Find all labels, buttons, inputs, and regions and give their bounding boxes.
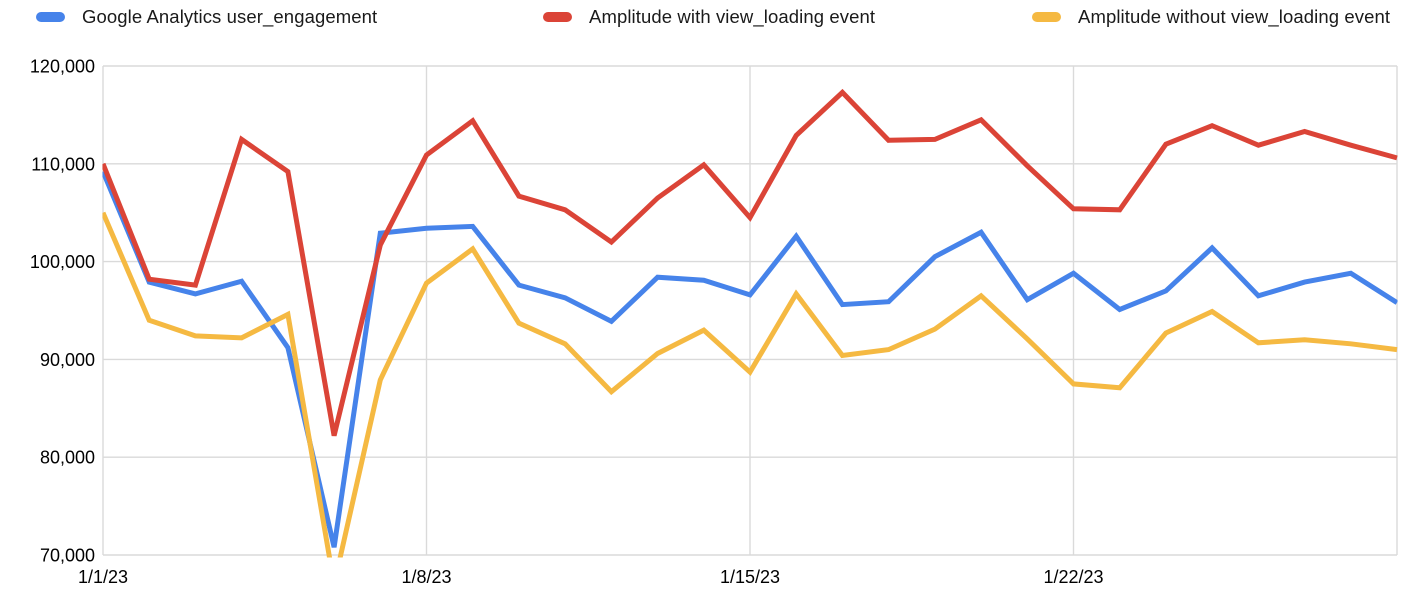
y-tick-label: 100,000 bbox=[30, 252, 95, 272]
legend-swatch-icon bbox=[543, 12, 572, 22]
series-line-amplitude-with-event[interactable] bbox=[102, 88, 1398, 437]
chart-legend: Google Analytics user_engagement Amplitud… bbox=[0, 0, 1406, 34]
x-tick-label: 1/8/23 bbox=[401, 567, 451, 587]
y-tick-label: 80,000 bbox=[40, 448, 95, 468]
legend-swatch-icon bbox=[1032, 12, 1061, 22]
x-tick-label: 1/15/23 bbox=[720, 567, 780, 587]
legend-item-3[interactable]: Amplitude without view_loading event bbox=[1032, 4, 1390, 30]
legend-label: Amplitude with view_loading event bbox=[589, 6, 876, 27]
x-tick-label: 1/22/23 bbox=[1043, 567, 1103, 587]
y-tick-label: 110,000 bbox=[31, 154, 95, 174]
series-line-amplitude-without-event[interactable] bbox=[102, 211, 1398, 585]
legend-swatch-icon bbox=[36, 12, 65, 22]
legend-item-1[interactable]: Google Analytics user_engagement bbox=[36, 4, 377, 30]
series-lines bbox=[102, 88, 1398, 585]
y-tick-label: 90,000 bbox=[40, 350, 95, 370]
legend-label: Google Analytics user_engagement bbox=[82, 6, 378, 27]
legend-label: Amplitude without view_loading event bbox=[1078, 6, 1391, 27]
x-tick-label: 1/1/23 bbox=[78, 567, 128, 587]
y-tick-label: 120,000 bbox=[30, 57, 95, 77]
y-tick-label: 70,000 bbox=[40, 546, 95, 566]
legend-item-2[interactable]: Amplitude with view_loading event bbox=[543, 4, 875, 30]
